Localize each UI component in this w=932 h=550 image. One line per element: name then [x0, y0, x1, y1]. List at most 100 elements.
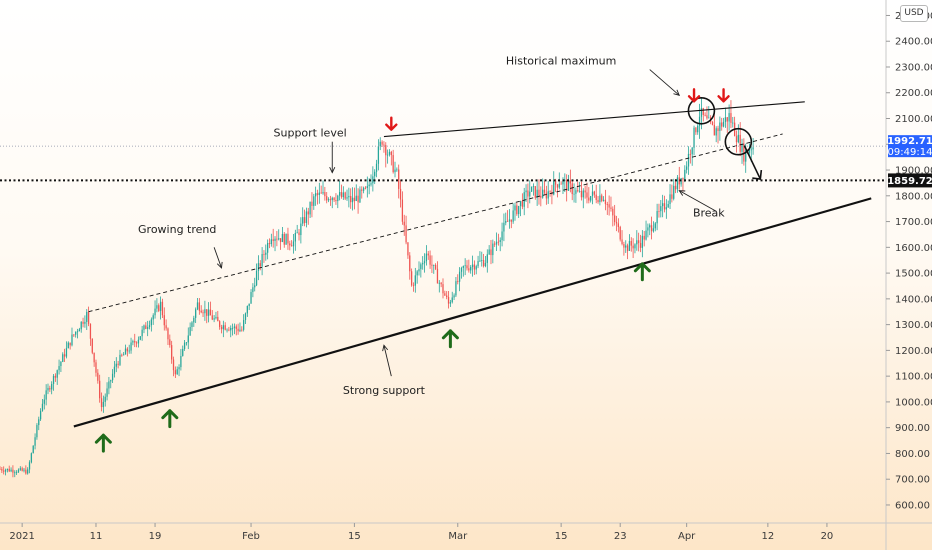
candle-body: [43, 399, 45, 404]
candle-body: [650, 225, 653, 232]
candle-body: [237, 328, 239, 332]
candle-body: [93, 352, 95, 363]
down-arrow-icon: [385, 116, 398, 131]
y-tick-label: 800.00: [895, 449, 930, 460]
candles: [0, 97, 754, 478]
candle-body: [165, 325, 167, 329]
candle-body: [556, 184, 559, 188]
candle-body: [148, 325, 151, 328]
candle-body: [434, 264, 437, 269]
candle-body: [392, 155, 394, 173]
candle-body: [569, 180, 572, 184]
trendline-resistance: [383, 101, 805, 138]
candle-body: [457, 281, 459, 282]
y-tick-label: 2400.00: [895, 37, 932, 48]
candle-body: [752, 147, 754, 150]
annotation-label: Break: [693, 206, 725, 219]
candle-body: [715, 128, 717, 136]
annotation-label: Growing trend: [138, 223, 216, 236]
candle-body: [158, 305, 160, 311]
candle-body: [28, 462, 31, 470]
candle-body: [191, 322, 193, 327]
candle-body: [497, 241, 500, 243]
candle-body: [289, 243, 291, 246]
candle-body: [726, 117, 728, 122]
candle-body: [6, 468, 9, 471]
y-tick-label: 1700.00: [895, 217, 932, 228]
candle-body: [667, 204, 669, 208]
y-tick-label: 1500.00: [895, 269, 932, 280]
candle-body: [425, 253, 428, 262]
currency-badge[interactable]: USD: [900, 5, 928, 22]
candle-body: [36, 425, 38, 438]
y-tick-label: 1900.00: [895, 166, 932, 177]
candle-body: [590, 196, 592, 201]
candle-body: [394, 169, 396, 173]
candle-body: [198, 302, 200, 311]
candle-body: [442, 284, 444, 294]
candle-body: [543, 189, 546, 193]
candle-body: [172, 359, 175, 371]
pointer-growing-trend-head: [216, 261, 223, 269]
candle-body: [327, 199, 330, 201]
candle-body: [195, 309, 197, 318]
candle-body: [141, 329, 143, 337]
candle-body: [123, 354, 125, 356]
candle-body: [530, 186, 533, 192]
candle-body: [678, 177, 680, 185]
candle-body: [540, 195, 542, 198]
x-tick-label: 2021: [9, 531, 34, 542]
candle-body: [381, 141, 383, 145]
candle-body: [527, 190, 529, 197]
candle-body: [329, 199, 332, 201]
candle-body: [67, 342, 69, 349]
candle-body: [505, 221, 507, 223]
candle-body: [350, 195, 352, 203]
candle-body: [684, 169, 686, 180]
candle-body: [106, 388, 108, 397]
candle-body: [492, 243, 494, 256]
candle-body: [19, 468, 21, 470]
pointer-historical-max: [649, 69, 680, 96]
candle-body: [278, 238, 280, 240]
candle-body: [745, 150, 747, 162]
candle-body: [660, 206, 662, 212]
candle-body: [481, 260, 483, 261]
candle-body: [700, 108, 703, 117]
candle-body: [209, 309, 212, 316]
candle-body: [159, 301, 162, 311]
candle-body: [468, 268, 470, 271]
candle-body: [305, 211, 308, 223]
candle-body: [300, 223, 302, 236]
candle-body: [257, 263, 260, 271]
candle-body: [673, 185, 675, 199]
candle-body: [220, 327, 223, 330]
candle-body: [722, 121, 725, 127]
candle-body: [228, 329, 230, 331]
candle-body: [614, 215, 616, 222]
x-tick-label: 20: [821, 531, 834, 542]
candle-body: [735, 136, 738, 143]
y-tick-label: 1600.00: [895, 243, 932, 254]
candle-body: [658, 211, 660, 212]
candle-body: [436, 268, 439, 284]
candle-body: [501, 231, 503, 241]
candle-body: [717, 128, 719, 131]
candle-body: [290, 245, 293, 247]
candle-body: [385, 145, 387, 156]
up-arrow-icon: [94, 433, 112, 453]
candle-body: [407, 242, 409, 256]
candle-body: [388, 151, 391, 155]
candle-body: [82, 321, 84, 324]
candle-body: [161, 301, 164, 316]
candle-body: [80, 321, 82, 330]
candle-body: [602, 199, 605, 201]
y-axis[interactable]: 2500.002400.002300.002200.002100.002000.…: [885, 0, 932, 550]
candle-body: [56, 370, 58, 378]
x-tick-label: 15: [348, 531, 361, 542]
trendline-growing-trend: [88, 133, 783, 313]
x-axis[interactable]: 2021 11 19 Feb 15 Mar 15 23 Apr 12 20: [0, 522, 932, 542]
candle-body: [529, 191, 531, 197]
candle-body: [58, 366, 60, 371]
